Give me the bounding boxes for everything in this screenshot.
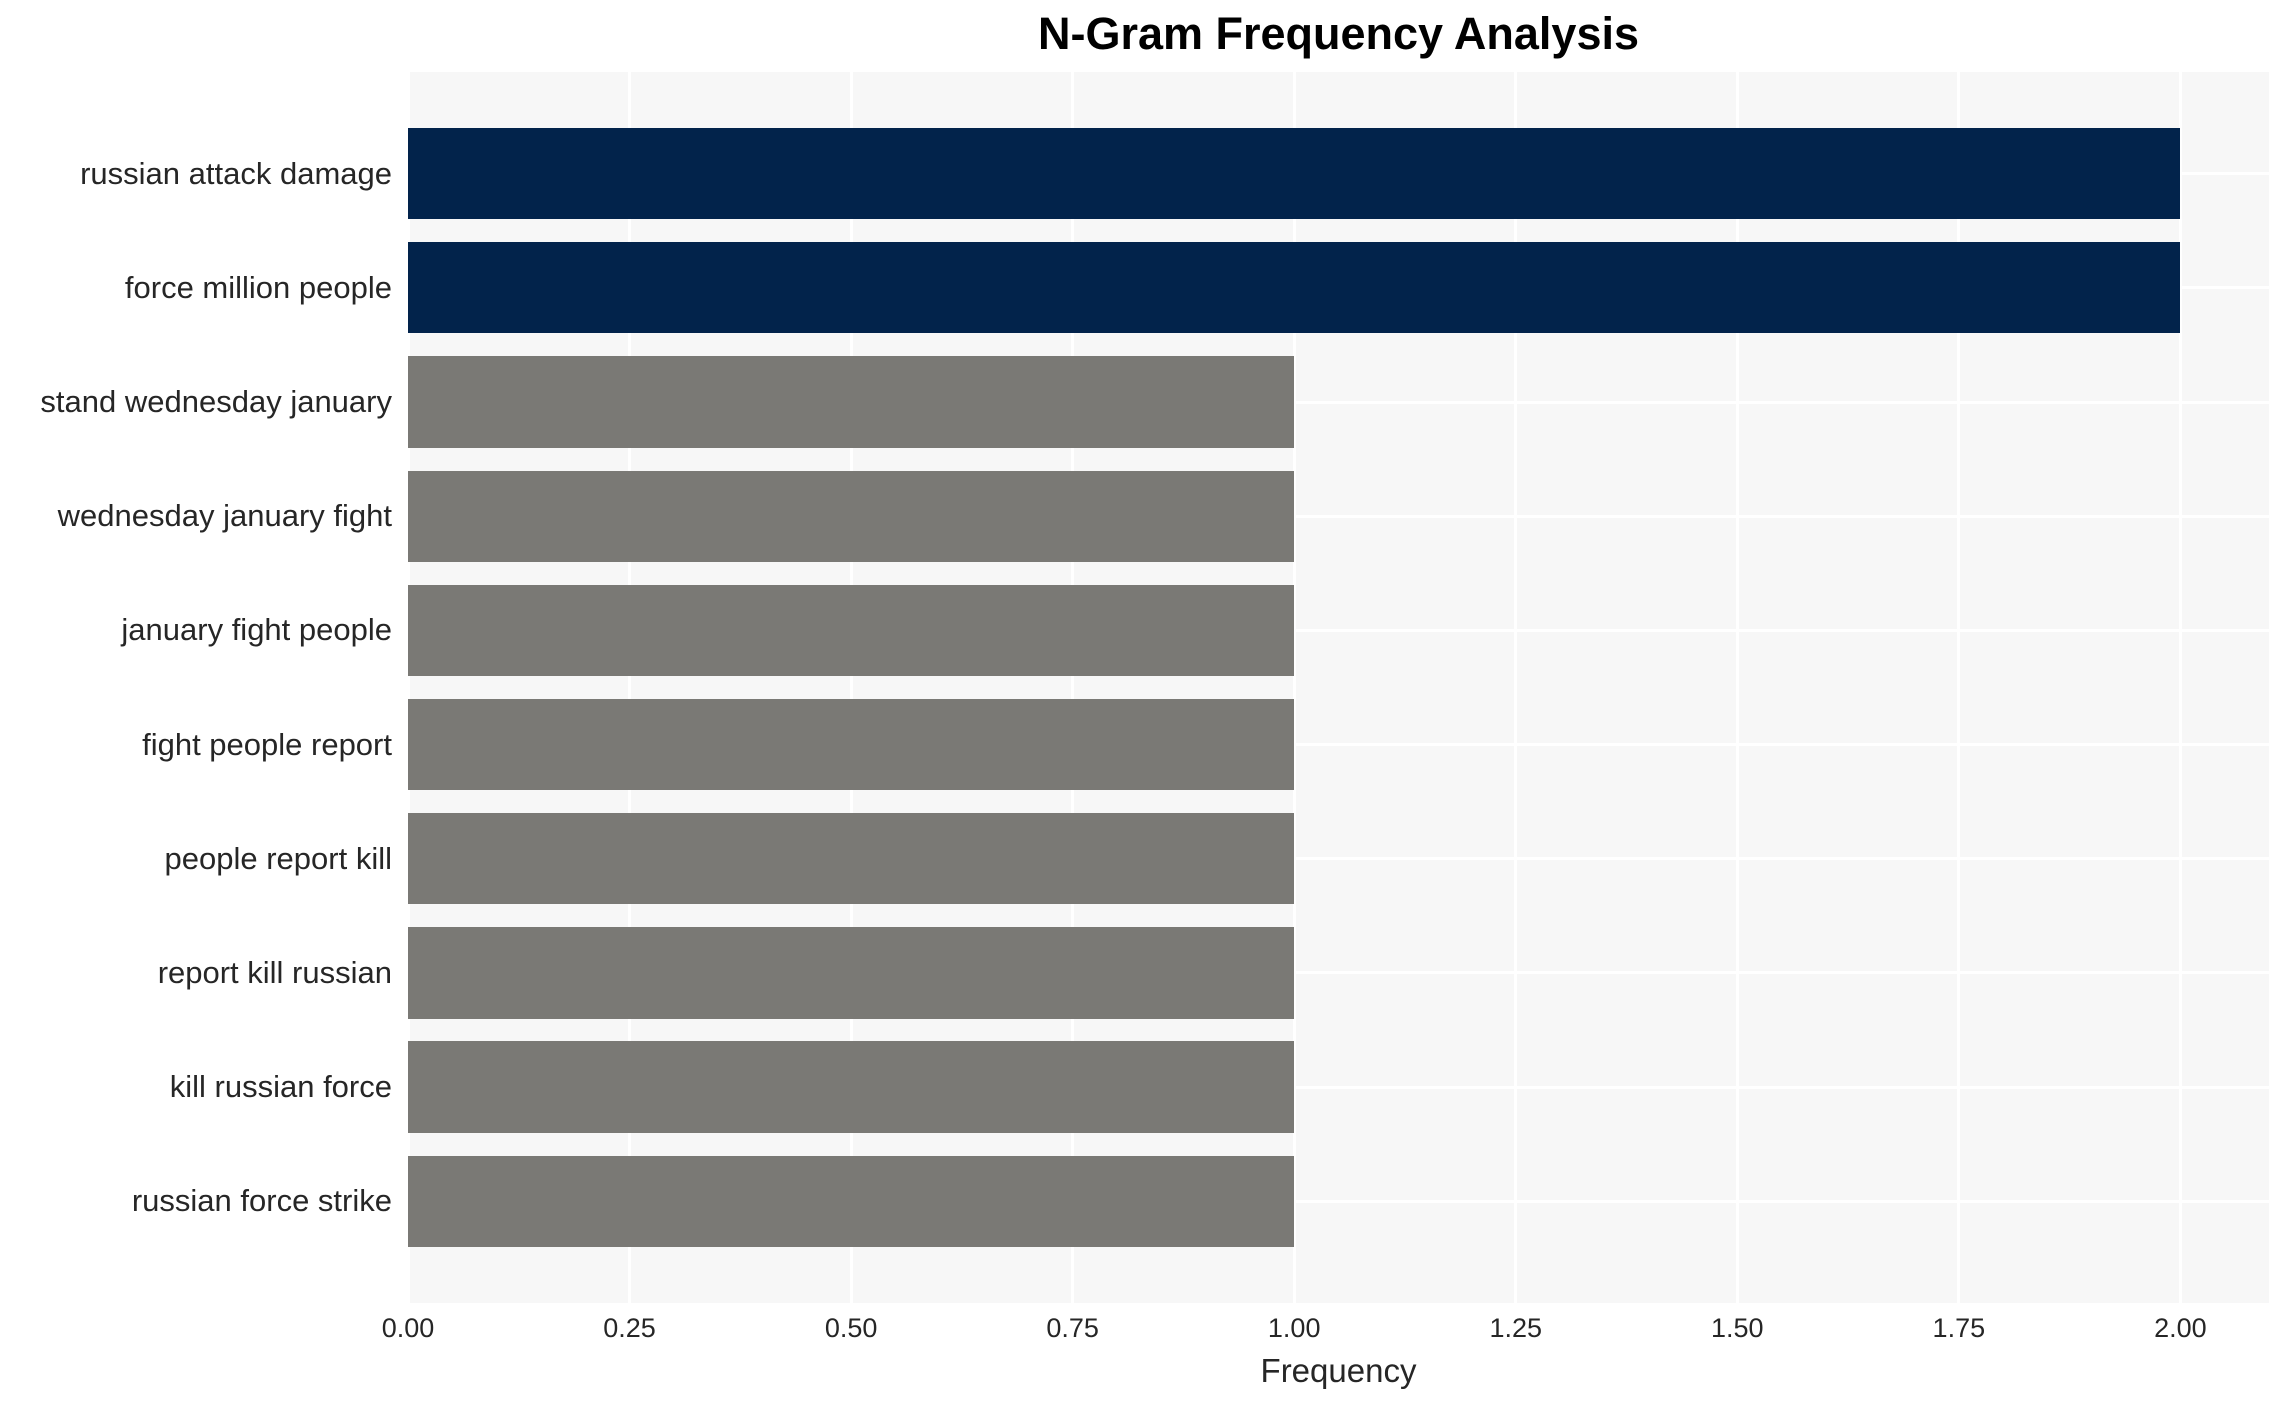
bar xyxy=(408,127,2181,220)
plot-area xyxy=(408,72,2269,1303)
x-axis-ticks: 0.00 0.25 0.50 0.75 1.00 1.25 1.50 1.75 2.00 xyxy=(382,1313,2269,1349)
x-tick-label: 0.50 xyxy=(824,1313,878,1343)
y-tick-label: kill russian force xyxy=(169,1069,392,1105)
bar xyxy=(408,698,1295,791)
y-tick-label: fight people report xyxy=(142,726,392,762)
bar xyxy=(408,1155,1295,1248)
vertical-gridline xyxy=(408,72,410,1303)
horizontal-gridline xyxy=(408,1199,2269,1203)
horizontal-gridline xyxy=(408,743,2269,747)
x-tick-label: 2.00 xyxy=(2154,1313,2207,1343)
horizontal-gridline xyxy=(408,400,2269,404)
horizontal-gridline xyxy=(408,1085,2269,1089)
chart-title: N-Gram Frequency Analysis xyxy=(1037,8,1640,59)
horizontal-gridline xyxy=(408,628,2269,632)
y-tick-label: wednesday january fight xyxy=(57,498,392,534)
x-tick-label: 1.25 xyxy=(1489,1313,1543,1343)
x-tick-label: 0.75 xyxy=(1046,1313,1099,1343)
horizontal-gridline xyxy=(408,971,2269,975)
x-tick-label: 1.75 xyxy=(1932,1313,1986,1343)
bar xyxy=(408,356,1295,448)
x-tick-label: 0.25 xyxy=(603,1313,656,1343)
vertical-gridline xyxy=(1071,72,1075,1303)
y-tick-label: report kill russian xyxy=(157,954,392,990)
bar xyxy=(408,242,2181,334)
y-tick-label: stand wednesday january xyxy=(40,384,392,420)
y-tick-label: people report kill xyxy=(164,840,392,876)
bar xyxy=(408,470,1295,562)
y-tick-label: force million people xyxy=(124,269,392,305)
x-tick-label: 1.00 xyxy=(1267,1313,1321,1343)
y-tick-label: russian force strike xyxy=(131,1183,392,1219)
x-tick-label: 0.00 xyxy=(381,1313,435,1343)
vertical-gridline xyxy=(1514,72,1518,1303)
vertical-gridline xyxy=(2178,72,2182,1303)
y-axis-labels: russian attack damage force million peopl… xyxy=(0,72,392,1303)
vertical-gridline xyxy=(1735,72,1739,1303)
bar xyxy=(408,927,1295,1019)
vertical-gridline xyxy=(849,72,853,1303)
bar xyxy=(408,1041,1295,1133)
y-tick-label: russian attack damage xyxy=(80,155,392,191)
horizontal-gridline xyxy=(408,857,2269,861)
horizontal-gridline xyxy=(408,514,2269,518)
vertical-gridline xyxy=(628,72,632,1303)
bar xyxy=(408,584,1295,677)
x-tick-label: 1.50 xyxy=(1711,1313,1764,1343)
x-axis-label: Frequency xyxy=(1260,1352,1417,1389)
vertical-gridline xyxy=(1957,72,1961,1303)
y-tick-label: january fight people xyxy=(121,612,392,648)
vertical-gridline xyxy=(1292,72,1296,1303)
bar xyxy=(408,813,1295,905)
